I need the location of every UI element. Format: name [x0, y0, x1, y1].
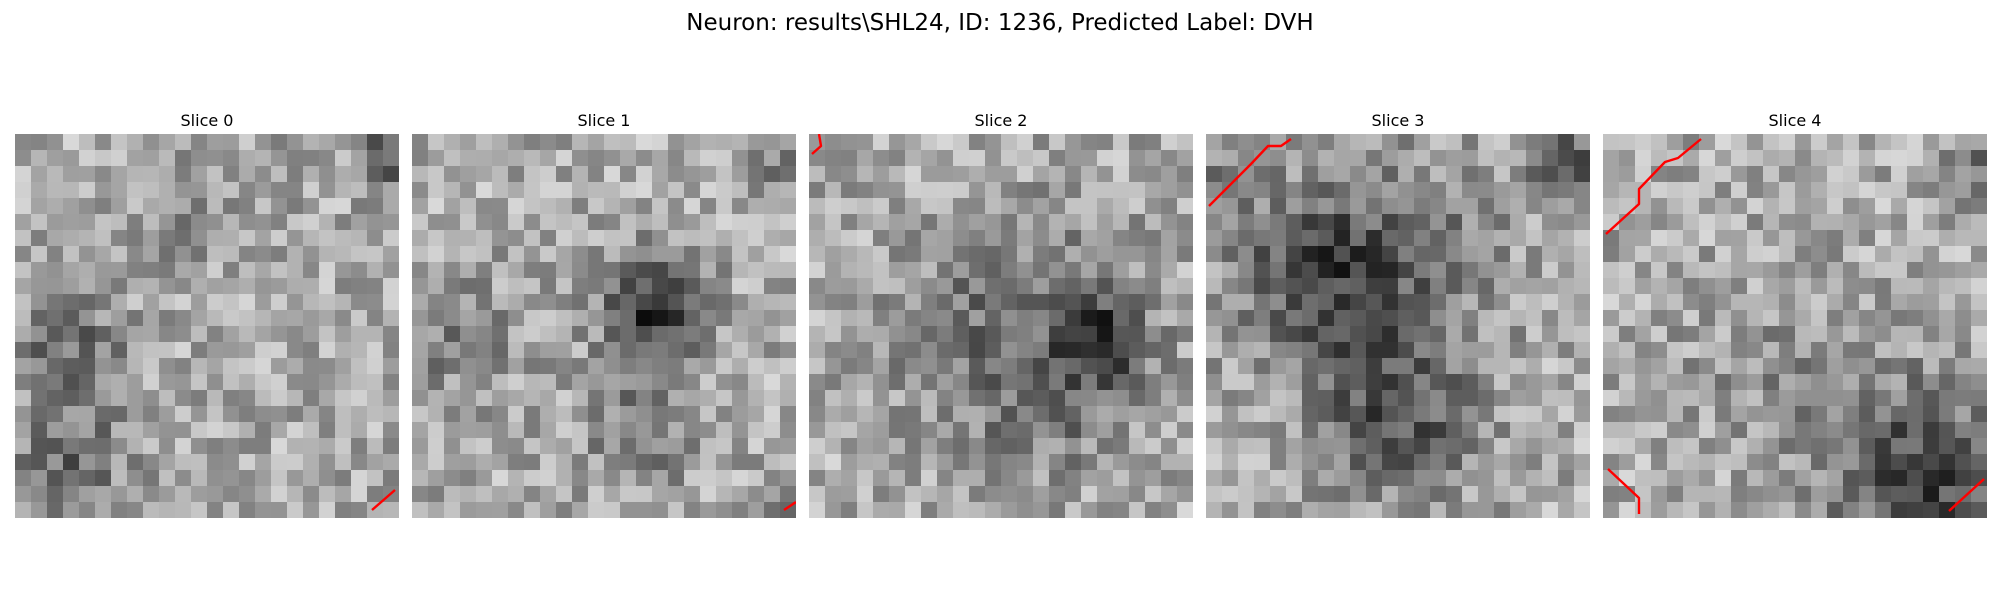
roi-contour	[783, 501, 796, 511]
roi-contour	[1208, 138, 1292, 207]
slice-panel-4: Slice 4	[1603, 108, 1987, 518]
roi-contour	[1605, 138, 1702, 235]
slice-title: Slice 4	[1768, 111, 1822, 130]
roi-contour	[1607, 468, 1641, 514]
slice-title: Slice 1	[577, 111, 631, 130]
slice-title: Slice 2	[974, 111, 1028, 130]
roi-contour	[371, 489, 396, 511]
slice-title: Slice 0	[180, 111, 234, 130]
roi-contour	[811, 134, 823, 155]
slice-panel-2: Slice 2	[809, 108, 1193, 518]
slice-title: Slice 3	[1371, 111, 1425, 130]
slice-image	[412, 134, 796, 518]
slice-image	[809, 134, 1193, 518]
slice-image	[15, 134, 399, 518]
roi-contour	[1948, 478, 1985, 512]
slice-panel-1: Slice 1	[412, 108, 796, 518]
slice-panel-3: Slice 3	[1206, 108, 1590, 518]
slice-image	[1603, 134, 1987, 518]
slice-panel-0: Slice 0	[15, 108, 399, 518]
figure-title: Neuron: results\SHL24, ID: 1236, Predict…	[686, 10, 1314, 36]
slice-image	[1206, 134, 1590, 518]
